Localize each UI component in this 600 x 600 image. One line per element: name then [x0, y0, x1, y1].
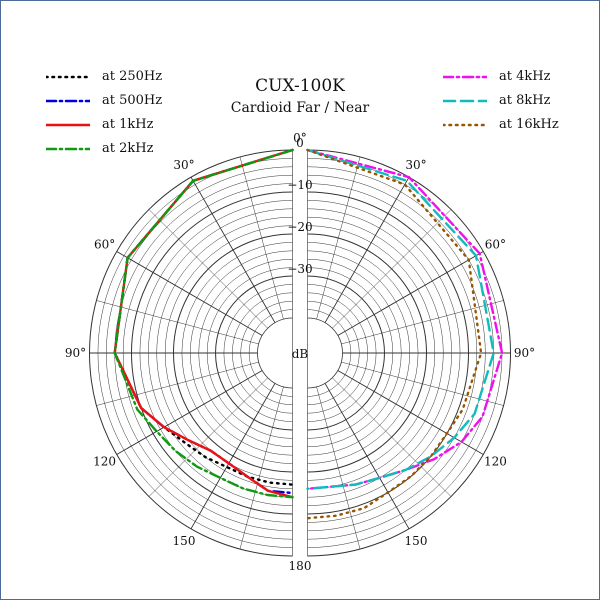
legend-swatch — [443, 75, 487, 79]
r-tick-label: −30 — [287, 262, 312, 276]
angle-label: 30° — [173, 158, 194, 172]
angle-label: 180 — [289, 559, 312, 573]
chart-title: CUX-100K — [255, 76, 345, 96]
angle-label: 60° — [485, 238, 506, 252]
series-line — [306, 148, 483, 520]
angle-label: 0° — [293, 131, 307, 145]
grid-spoke — [341, 361, 504, 406]
legend-label: at 2kHz — [102, 141, 154, 156]
grid-spoke — [316, 386, 361, 550]
r-tick-label: −10 — [287, 178, 312, 192]
grid-spoke — [324, 383, 410, 530]
grid-spoke — [96, 300, 259, 345]
legend-label: at 250Hz — [102, 69, 163, 84]
angle-label: 90° — [514, 346, 535, 360]
legend-label: at 500Hz — [102, 93, 163, 108]
grid-spoke — [316, 156, 361, 320]
grid-spoke — [96, 361, 259, 406]
angle-label: 120 — [93, 455, 116, 469]
legend-swatch — [443, 99, 487, 103]
angle-label: 30° — [405, 158, 426, 172]
grid-spoke — [337, 370, 484, 455]
series-line — [113, 148, 294, 499]
center-label: dB — [292, 347, 309, 361]
legend-label: at 1kHz — [102, 117, 154, 132]
legend-swatch — [46, 75, 90, 79]
legend-label: at 8kHz — [499, 93, 551, 108]
series-line — [113, 148, 294, 486]
legend-swatch — [443, 123, 487, 127]
legend-swatch — [46, 99, 90, 103]
grid-spoke — [324, 176, 410, 323]
grid-spoke — [337, 251, 484, 336]
chart-subtitle: Cardioid Far / Near — [230, 100, 370, 116]
grid-spoke — [116, 370, 263, 455]
angle-label: 120 — [484, 455, 507, 469]
legend-swatch — [46, 147, 90, 151]
grid-spoke — [239, 156, 284, 320]
grid-spoke — [332, 377, 452, 497]
angle-label: 90° — [65, 346, 86, 360]
series-line — [306, 148, 504, 490]
r-tick-label: 0 — [296, 136, 304, 150]
angle-label: 60° — [94, 238, 115, 252]
grid-spoke — [116, 251, 263, 336]
grid-spoke — [239, 386, 284, 550]
legend-label: at 4kHz — [499, 69, 551, 84]
angle-label: 150 — [405, 534, 428, 548]
grid-ring — [257, 317, 293, 389]
r-tick-label: −20 — [287, 220, 312, 234]
grid-spoke — [190, 176, 276, 323]
legend-swatch — [46, 123, 90, 127]
angle-label: 150 — [173, 534, 196, 548]
grid-spoke — [190, 383, 276, 530]
series-line — [306, 148, 495, 490]
grid-ring — [307, 317, 343, 389]
grid-spoke — [148, 377, 268, 497]
grid-spoke — [341, 300, 504, 345]
grid-spoke — [332, 209, 452, 329]
grid-spoke — [148, 209, 268, 329]
legend-label: at 16kHz — [499, 117, 559, 132]
